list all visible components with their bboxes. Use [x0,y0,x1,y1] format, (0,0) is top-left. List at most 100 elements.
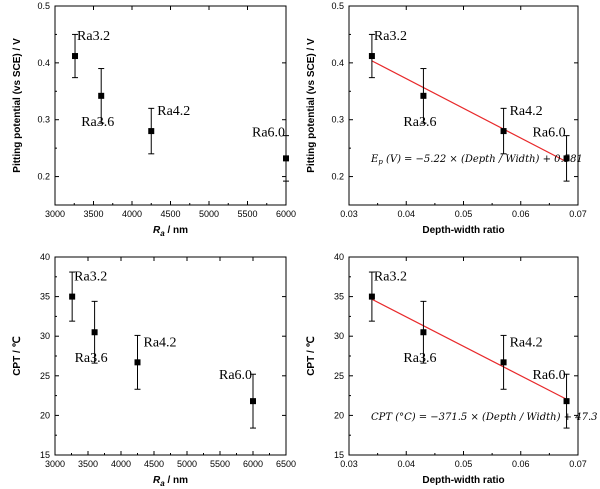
y-tick-label: 40 [40,252,50,262]
equation-rhs: = −371.5 × (Depth / Width) + 47.3 [419,412,598,423]
x-tick-label: 0.06 [512,209,530,219]
x-tick-label: 3000 [45,459,65,469]
data-point [563,398,570,405]
fit-equation: Ep (V) = −5.22 × (Depth / Width) + 0.581 [370,154,583,166]
linear-fit-line [371,298,567,400]
data-point [148,128,155,135]
x-tick-label: 6500 [276,459,296,469]
y-tick-label: 30 [334,331,344,341]
x-tick-label: 6000 [243,459,263,469]
y-tick-label: 20 [40,410,50,420]
x-tick-label: 3500 [78,459,98,469]
data-point [250,398,256,405]
x-tick-label: 5500 [237,209,257,219]
x-tick-label: 0.07 [569,459,587,469]
chart-panel-top-right: 0.03 0.04 0.05 0.06 0.07 0.2 0.3 0.4 0.5 Depth-wi… [306,1,587,236]
y-axis-title: CPT / ℃ [306,336,317,376]
point-label: Ra3.6 [81,115,114,130]
x-tick-label: 4000 [122,209,142,219]
x-axis-title-subscript: a [160,479,165,488]
x-tick-label: 0.05 [455,459,473,469]
x-axis-title: Depth-width ratio [422,225,504,236]
data-point [368,53,375,60]
data-point [283,155,289,162]
y-tick-label: 0.3 [37,115,50,125]
point-label: Ra4.2 [510,104,543,119]
y-tick-label: 0.4 [37,58,50,68]
point-label: Ra3.2 [74,270,107,285]
x-axis-title: Ra / nm [153,225,188,238]
point-label: Ra6.0 [533,125,566,140]
x-tick-label: 0.03 [340,459,358,469]
data-point [368,293,375,300]
x-axis-title: Depth-width ratio [422,475,504,486]
x-tick-label: 0.04 [397,459,415,469]
point-label: Ra3.2 [374,29,407,44]
point-label: Ra6.0 [533,368,566,383]
data-point [91,329,98,336]
x-tick-label: 4500 [144,459,164,469]
y-tick-label: 0.5 [37,1,50,11]
data-point [500,359,507,366]
x-tick-label: 0.07 [569,209,587,219]
chart-panel-top-left: 3000 3500 4000 4500 5000 5500 6000 0.2 0.3 0.4 0.5… [12,1,296,238]
x-axis-title-symbol: R [153,475,161,486]
equation-rhs: = −5.22 × (Depth / Width) + 0.581 [404,154,583,165]
point-label: Ra3.6 [403,115,436,130]
x-axis-title-unit: / nm [165,225,188,236]
x-axis-title: Ra / nm [153,475,188,488]
data-point [420,329,427,336]
x-tick-label: 0.03 [340,209,358,219]
y-tick-label: 0.2 [331,172,344,182]
x-tick-label: 5000 [199,209,219,219]
point-label: Ra6.0 [252,125,285,140]
point-label: Ra3.2 [77,29,110,44]
y-tick-label: 0.4 [331,58,344,68]
point-label: Ra4.2 [144,335,177,350]
chart-panel-bottom-left: 3000 3500 4000 4500 5000 5500 6000 6500 15 20 25 30… [12,252,296,488]
y-tick-label: 15 [334,450,344,460]
x-tick-label: 0.05 [455,209,473,219]
point-label: Ra4.2 [157,104,190,119]
y-tick-label: 30 [40,331,50,341]
plot-frame [348,256,579,456]
y-tick-label: 0.5 [331,1,344,11]
y-tick-label: 20 [334,410,344,420]
equation-lhs-subscript: p [378,158,383,166]
data-point [563,155,570,162]
x-tick-label: 5000 [177,459,197,469]
y-axis-title: CPT / ℃ [12,336,23,376]
equation-unit: (°C) [392,412,416,423]
x-tick-label: 3000 [45,209,65,219]
data-point [98,92,105,99]
x-tick-label: 4000 [111,459,131,469]
y-axis-title: Pitting potential (vs SCE) / V [306,38,317,173]
point-label: Ra3.6 [403,351,436,366]
x-tick-label: 6000 [276,209,296,219]
y-tick-label: 40 [334,252,344,262]
data-point [134,359,141,366]
y-tick-label: 15 [40,450,50,460]
y-axis-title: Pitting potential (vs SCE) / V [12,38,23,173]
data-point [500,128,507,135]
y-tick-label: 35 [334,292,344,302]
data-point [420,92,427,99]
equation-lhs: CPT [371,412,393,423]
x-tick-label: 0.04 [397,209,415,219]
fit-equation: CPT (°C) = −371.5 × (Depth / Width) + 47.… [371,412,598,423]
x-tick-label: 0.06 [512,459,530,469]
y-tick-label: 35 [40,292,50,302]
chart-panel-bottom-right: 0.03 0.04 0.05 0.06 0.07 15 20 25 30 35 40 Depth-wi… [306,252,598,486]
x-axis-title-subscript: a [160,229,165,238]
x-axis-title-unit: / nm [165,475,188,486]
point-label: Ra3.6 [75,351,108,366]
y-tick-label: 0.2 [37,172,50,182]
x-tick-label: 4500 [160,209,180,219]
equation-unit: (V) [383,154,401,165]
y-tick-label: 25 [334,371,344,381]
equation-lhs: E [370,154,379,165]
x-axis-title-symbol: R [153,225,161,236]
point-label: Ra6.0 [219,368,252,383]
point-label: Ra4.2 [510,335,543,350]
